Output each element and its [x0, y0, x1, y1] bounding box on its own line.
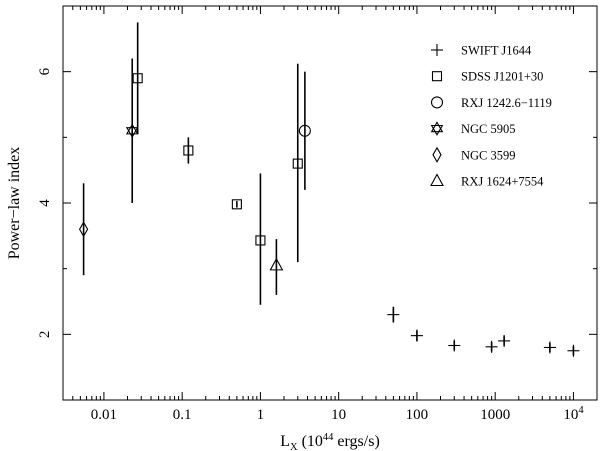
y-tick-labels: 2 4 6 — [37, 67, 53, 338]
data-point — [78, 221, 89, 238]
ticks — [62, 5, 598, 401]
x-axis-title: LX (1044 ergs/s) — [280, 432, 380, 451]
legend-label: RXJ 1242.6−1119 — [461, 96, 552, 110]
legend-label: RXJ 1624+7554 — [461, 175, 544, 189]
data-point — [387, 308, 400, 321]
plot-frame — [62, 5, 598, 401]
legend-marker — [430, 173, 444, 187]
legend: SWIFT J1644 SDSS J1201+30 RXJ 1242.6−1119 N… — [430, 44, 552, 189]
x-tick-labels: 0.01 0.1 1 10 100 1000 104 — [91, 405, 585, 423]
legend-label: SWIFT J1644 — [461, 44, 532, 58]
data-point — [269, 257, 284, 271]
legend-marker — [430, 96, 444, 109]
x-tick-label: 1000 — [480, 407, 510, 423]
legend-item: NGC 5905 — [430, 121, 516, 136]
data-points — [78, 22, 580, 357]
series-star — [125, 58, 139, 203]
data-point — [543, 341, 556, 354]
data-point — [183, 145, 194, 156]
data-point — [132, 73, 143, 84]
x-tick-label: 10 — [331, 407, 346, 423]
x-tick-label: 0.01 — [91, 407, 117, 423]
series-diamond — [78, 183, 89, 276]
data-point — [292, 158, 303, 169]
data-point — [231, 199, 242, 210]
legend-item: SDSS J1201+30 — [431, 70, 543, 84]
legend-item: RXJ 1624+7554 — [430, 173, 544, 189]
data-point — [567, 344, 580, 357]
legend-marker — [431, 44, 443, 56]
legend-label: NGC 3599 — [461, 148, 516, 162]
legend-marker — [432, 146, 442, 163]
data-point — [125, 123, 139, 139]
x-tick-label: 104 — [563, 405, 584, 423]
x-tick-label: 1 — [257, 407, 265, 423]
legend-item: NGC 3599 — [432, 146, 516, 163]
data-point — [485, 340, 498, 353]
y-tick-label: 2 — [37, 331, 53, 339]
y-tick-label: 6 — [37, 67, 53, 75]
data-point — [410, 329, 423, 342]
series-square — [132, 22, 303, 305]
data-point — [448, 339, 461, 352]
legend-item: SWIFT J1644 — [431, 44, 532, 58]
x-tick-label: 100 — [406, 407, 429, 423]
series-circle — [298, 71, 311, 190]
y-axis-title: Power−law index — [6, 147, 23, 260]
data-point — [298, 124, 311, 137]
legend-marker — [431, 71, 443, 82]
data-point — [255, 235, 266, 246]
legend-item: RXJ 1242.6−1119 — [430, 96, 552, 110]
series-triangle — [269, 239, 284, 295]
x-tick-label: 0.1 — [173, 407, 192, 423]
legend-label: NGC 5905 — [461, 122, 516, 136]
legend-label: SDSS J1201+30 — [461, 70, 543, 84]
y-tick-label: 4 — [37, 199, 53, 207]
series-plus — [387, 306, 580, 357]
data-point — [498, 334, 511, 347]
legend-marker — [430, 121, 444, 136]
